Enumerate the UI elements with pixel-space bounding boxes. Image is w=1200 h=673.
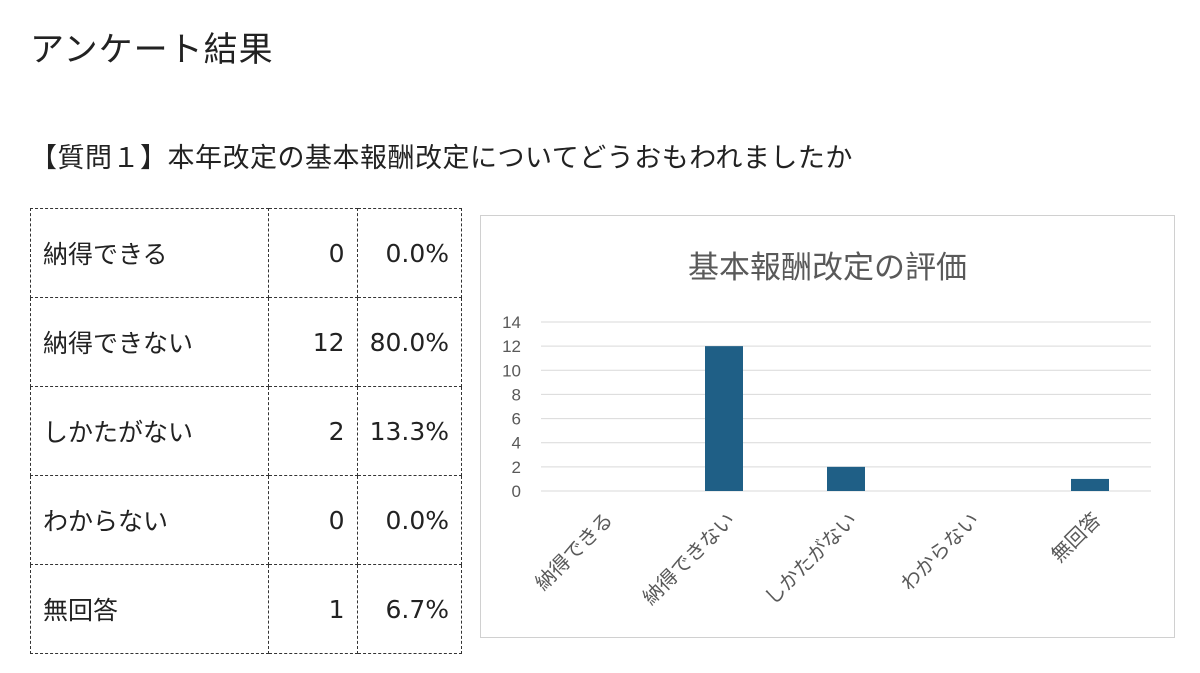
chart-title: 基本報酬改定の評価 (688, 250, 967, 286)
x-tick-label: 納得できない (638, 508, 740, 610)
x-tick-label: しかたがない (760, 508, 862, 610)
table-row: 無回答 1 6.7% (29, 564, 463, 654)
y-tick-label: 8 (512, 385, 521, 404)
table-row: しかたがない 2 13.3% (29, 386, 463, 476)
row-count: 0 (268, 475, 358, 565)
row-label: わからない (29, 475, 270, 565)
row-percent: 0.0% (356, 208, 463, 298)
x-tick-label: わからない (896, 508, 984, 596)
x-tick-label: 無回答 (1046, 508, 1105, 567)
table-row: わからない 0 0.0% (29, 475, 463, 565)
row-count: 1 (268, 564, 358, 654)
row-percent: 80.0% (356, 297, 463, 387)
y-tick-label: 10 (502, 361, 521, 380)
y-tick-label: 14 (502, 313, 521, 332)
results-table: 納得できる 0 0.0% 納得できない 12 80.0% しかたがない 2 13.3% わからない… (29, 208, 463, 654)
row-count: 12 (268, 297, 358, 387)
row-count: 0 (268, 208, 358, 298)
y-tick-label: 6 (512, 410, 521, 429)
row-label: しかたがない (29, 386, 270, 476)
y-tick-label: 2 (512, 458, 521, 477)
bar (705, 346, 743, 491)
row-count: 2 (268, 386, 358, 476)
row-percent: 6.7% (356, 564, 463, 654)
y-tick-label: 4 (512, 434, 521, 453)
bar (827, 466, 865, 491)
chart-panel: 基本報酬改定の評価 0 2 4 6 8 10 12 14 納得できる 納得できない しかたがない わか… (480, 215, 1175, 638)
row-label: 納得できる (29, 208, 270, 298)
row-percent: 0.0% (356, 475, 463, 565)
question-text: 【質問１】本年改定の基本報酬改定についてどうおもわれましたか (30, 143, 853, 174)
x-tick-label: 納得できる (530, 508, 617, 595)
y-tick-label: 12 (502, 337, 521, 356)
row-label: 無回答 (29, 564, 270, 654)
row-percent: 13.3% (356, 386, 463, 476)
bar (1071, 478, 1109, 491)
table-row: 納得できない 12 80.0% (29, 297, 463, 387)
table-row: 納得できる 0 0.0% (29, 208, 463, 298)
bar-chart: 0 2 4 6 8 10 12 14 納得できる 納得できない しかたがない わからない 無回答 (502, 313, 1151, 610)
y-tick-label: 0 (512, 482, 521, 501)
page-title: アンケート結果 (30, 30, 274, 70)
row-label: 納得できない (29, 297, 270, 387)
